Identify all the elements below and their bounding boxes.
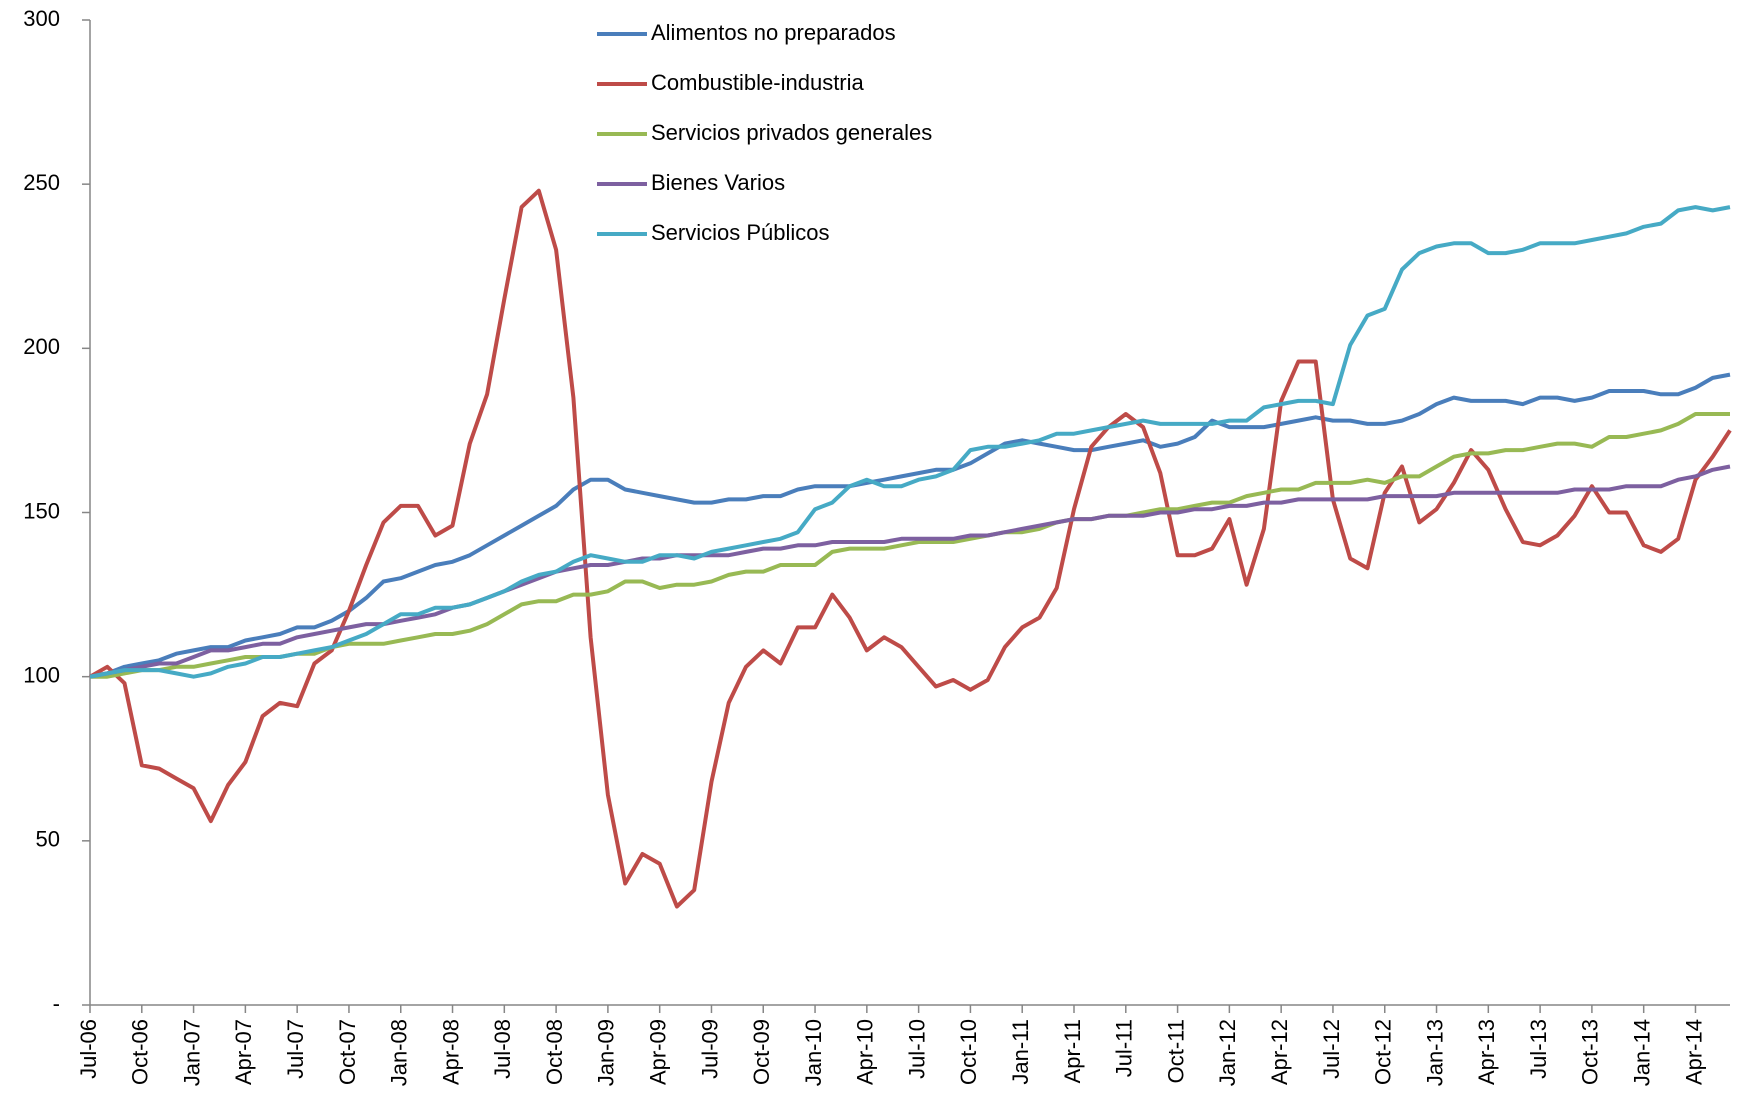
x-tick-label: Jul-09 (697, 1019, 722, 1079)
x-tick-label: Apr-10 (853, 1019, 878, 1085)
x-tick-label: Oct-06 (128, 1019, 153, 1085)
x-tick-label: Jul-10 (904, 1019, 929, 1079)
x-tick-label: Oct-08 (542, 1019, 567, 1085)
y-tick-label: 50 (36, 827, 60, 852)
x-tick-label: Jan-14 (1629, 1019, 1654, 1086)
x-tick-label: Oct-09 (749, 1019, 774, 1085)
series-line (90, 412, 1730, 679)
y-tick-label: 150 (23, 498, 60, 523)
legend-label: Alimentos no preparados (651, 20, 896, 45)
x-tick-label: Apr-13 (1474, 1019, 1499, 1085)
x-tick-label: Apr-12 (1267, 1019, 1292, 1085)
x-tick-label: Jul-06 (76, 1019, 101, 1079)
x-tick-label: Apr-14 (1681, 1019, 1706, 1085)
x-tick-label: Jan-11 (1008, 1019, 1033, 1085)
x-tick-label: Apr-11 (1060, 1019, 1085, 1083)
x-tick-label: Jul-13 (1526, 1019, 1551, 1079)
y-tick-label: 200 (23, 334, 60, 359)
y-tick-label: 300 (23, 6, 60, 31)
x-tick-label: Jul-08 (490, 1019, 515, 1079)
y-tick-label: 100 (23, 662, 60, 687)
x-tick-label: Apr-07 (231, 1019, 256, 1085)
legend-label: Bienes Varios (651, 170, 785, 195)
x-tick-label: Jan-12 (1215, 1019, 1240, 1086)
series-line (89, 464, 1731, 679)
x-tick-label: Jul-12 (1319, 1019, 1344, 1079)
series-line (89, 372, 1731, 679)
x-tick-label: Jul-11 (1112, 1019, 1137, 1077)
x-tick-label: Jan-09 (594, 1019, 619, 1086)
y-tick-label: 250 (23, 170, 60, 195)
legend-label: Servicios privados generales (651, 120, 932, 145)
series-line (89, 188, 1732, 909)
x-tick-label: Oct-13 (1578, 1019, 1603, 1085)
x-tick-label: Jul-07 (283, 1019, 308, 1079)
x-tick-label: Jan-10 (801, 1019, 826, 1086)
legend-label: Combustible-industria (651, 70, 865, 95)
x-tick-label: Apr-09 (645, 1019, 670, 1085)
legend-label: Servicios Públicos (651, 220, 830, 245)
x-tick-label: Oct-11 (1163, 1019, 1188, 1083)
x-tick-label: Jan-13 (1422, 1019, 1447, 1086)
x-tick-label: Oct-12 (1371, 1019, 1396, 1085)
y-tick-label: - (53, 991, 60, 1016)
x-tick-label: Jan-07 (179, 1019, 204, 1086)
x-tick-label: Apr-08 (438, 1019, 463, 1085)
series-line (89, 205, 1731, 679)
x-tick-label: Oct-10 (956, 1019, 981, 1085)
x-tick-label: Oct-07 (335, 1019, 360, 1085)
x-tick-label: Jan-08 (387, 1019, 412, 1086)
